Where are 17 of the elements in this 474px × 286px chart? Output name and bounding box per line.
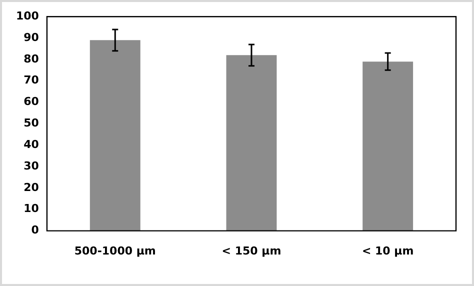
x-tick-label: < 10 µm — [362, 244, 414, 258]
y-tick-label: 100 — [16, 9, 40, 22]
y-tick-label: 0 — [31, 224, 40, 237]
x-tick-label: 500-1000 µm — [74, 244, 156, 258]
y-tick-label: 70 — [24, 74, 40, 87]
y-tick-label: 40 — [24, 138, 40, 151]
y-tick-label: 80 — [24, 52, 40, 66]
y-tick-label: 60 — [24, 95, 40, 108]
bar — [90, 40, 140, 231]
y-tick-label: 30 — [24, 159, 40, 172]
y-tick-label: 90 — [24, 30, 40, 44]
x-tick-label: < 150 µm — [222, 244, 282, 258]
bar — [226, 55, 277, 231]
y-tick-label: 20 — [24, 180, 40, 194]
bar — [362, 62, 414, 231]
y-tick-label: 50 — [24, 116, 40, 130]
y-tick-label: 10 — [24, 202, 40, 216]
